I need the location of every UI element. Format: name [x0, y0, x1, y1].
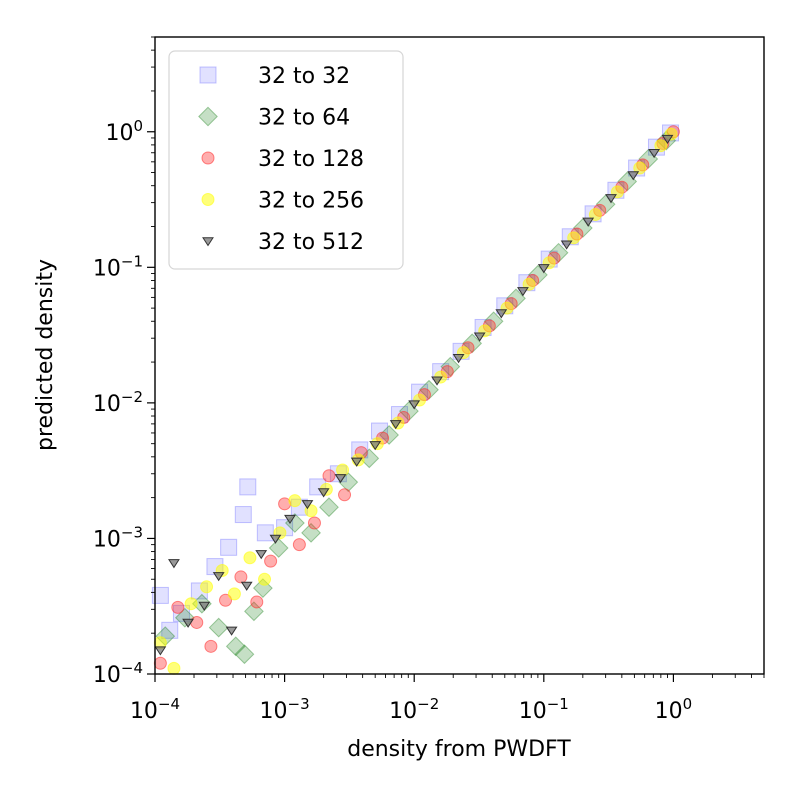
data-point-series-4-9	[284, 514, 296, 525]
data-point-series-4-15	[389, 420, 402, 430]
data-point-series-2-1	[171, 600, 185, 614]
data-point-series-3-5	[227, 587, 241, 601]
data-point-series-4-28	[661, 134, 674, 145]
data-point-series-0-2	[172, 604, 190, 622]
legend-marker-2	[201, 151, 215, 165]
data-point-series-4-8	[269, 534, 282, 544]
data-point-series-2-2	[190, 615, 204, 629]
data-point-series-1-10	[301, 522, 321, 543]
data-point-series-4-1	[168, 559, 180, 569]
data-point-series-4-4	[212, 572, 225, 582]
data-point-series-1-3	[208, 617, 229, 638]
data-point-series-4-6	[240, 581, 253, 591]
data-point-series-4-12	[334, 474, 347, 484]
plot-frame	[154, 36, 765, 675]
data-point-series-3-1	[167, 661, 181, 675]
data-point-series-3-2	[184, 597, 198, 611]
data-point-series-2-6	[250, 595, 264, 609]
data-point-series-0-7	[239, 478, 257, 496]
data-point-series-3-24	[588, 208, 602, 222]
legend-item-4: 32 to 512	[202, 230, 364, 255]
data-point-series-2-12	[338, 488, 352, 502]
legend-item-0: 32 to 32	[199, 64, 350, 89]
data-point-series-4-27	[648, 149, 661, 159]
y-tick-label-3: 10−1	[93, 252, 143, 281]
data-point-series-4-21	[517, 287, 529, 297]
data-point-series-4-3	[198, 601, 211, 611]
data-point-series-2-5	[234, 570, 248, 584]
data-point-series-1-13	[359, 448, 380, 469]
data-point-series-2-11	[322, 469, 336, 483]
x-tick-label-2: 10−2	[389, 695, 439, 724]
data-point-series-1-8	[268, 538, 289, 558]
data-point-series-4-10	[301, 500, 314, 510]
y-tick-label-2: 10−2	[93, 388, 143, 417]
legend-item-3: 32 to 256	[201, 189, 364, 214]
data-point-series-4-17	[431, 376, 443, 386]
data-point-series-1-11	[319, 497, 339, 518]
data-point-series-4-26	[627, 171, 640, 181]
series-4-group	[154, 134, 674, 656]
legend-item-2: 32 to 128	[201, 147, 364, 172]
data-point-series-4-0	[154, 646, 167, 656]
data-point-series-0-6	[234, 506, 252, 524]
data-point-series-2-10	[307, 516, 321, 530]
data-point-series-4-19	[473, 332, 486, 342]
data-point-series-2-4	[219, 593, 233, 607]
legend: 32 to 32 32 to 64 32 to 128 32 to 256 32 to …	[168, 50, 404, 270]
data-point-series-0-1	[161, 621, 179, 639]
data-point-series-1-1	[174, 607, 195, 628]
data-point-series-0-5	[220, 538, 238, 556]
x-tick-label-0: 10−4	[130, 695, 180, 724]
data-point-series-4-11	[317, 488, 330, 498]
data-point-series-0-0	[151, 586, 169, 604]
legend-label-3: 32 to 256	[258, 189, 364, 214]
legend-marker-0	[199, 66, 217, 84]
data-point-series-4-5	[225, 626, 238, 636]
data-point-series-4-23	[560, 240, 573, 250]
legend-marker-4	[202, 237, 214, 247]
data-point-series-3-3	[200, 580, 214, 594]
points-layer	[151, 124, 680, 675]
legend-box	[168, 50, 404, 270]
x-tick-label-3: 10−1	[519, 695, 569, 724]
data-point-series-1-6	[244, 601, 264, 622]
data-point-series-4-24	[582, 217, 595, 227]
data-point-series-3-7	[258, 572, 272, 586]
data-point-series-4-25	[605, 194, 617, 204]
data-point-series-2-0	[153, 656, 167, 670]
data-point-series-2-9	[292, 538, 306, 552]
legend-item-1: 32 to 64	[198, 106, 350, 131]
data-point-series-3-9	[288, 494, 302, 508]
data-point-series-1-5	[234, 644, 255, 665]
legend-label-2: 32 to 128	[258, 147, 364, 172]
data-point-series-3-27	[654, 139, 668, 153]
data-point-series-4-18	[452, 354, 465, 364]
data-point-series-4-16	[408, 400, 421, 410]
data-point-series-4-22	[537, 264, 550, 274]
legend-marker-1	[198, 106, 218, 127]
data-point-series-2-7	[264, 554, 278, 568]
data-point-series-4-14	[369, 441, 382, 451]
data-point-series-4-7	[255, 550, 268, 560]
data-point-series-4-20	[495, 309, 508, 319]
y-tick-label-1: 10−3	[93, 523, 143, 552]
y-axis-label: predicted density	[33, 259, 58, 451]
data-point-series-0-8	[256, 524, 274, 542]
data-point-series-1-4	[225, 636, 246, 657]
data-point-series-3-26	[633, 161, 647, 175]
data-point-series-4-13	[350, 457, 363, 467]
data-point-series-2-3	[204, 639, 218, 653]
legend-label-4: 32 to 512	[258, 230, 364, 255]
x-axis-label: density from PWDFT	[347, 737, 571, 762]
data-point-series-3-6	[243, 551, 257, 565]
legend-label-1: 32 to 64	[258, 106, 350, 131]
legend-label-0: 32 to 32	[258, 64, 350, 89]
data-point-series-4-2	[182, 618, 195, 628]
legend-marker-3	[201, 193, 215, 206]
